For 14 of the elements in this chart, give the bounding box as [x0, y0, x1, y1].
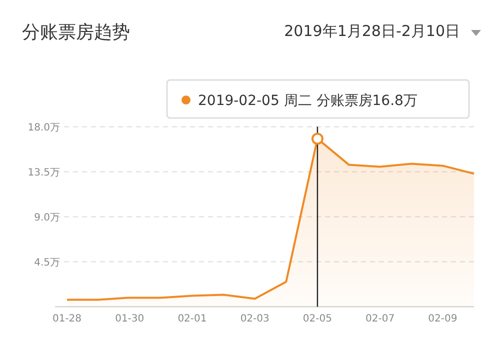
x-tick-label: 02-03	[240, 314, 270, 325]
chart-subtitle: 2019年1月28日-2月10日	[284, 22, 460, 40]
chart-title: 分账票房趋势	[22, 22, 130, 43]
x-tick-label: 01-28	[52, 314, 82, 325]
x-tick-label: 02-05	[302, 314, 332, 325]
y-tick-label: 13.5万	[28, 168, 60, 179]
y-tick-label: 18.0万	[28, 122, 60, 134]
x-tick-label: 02-07	[366, 314, 395, 325]
y-tick-label: 9.0万	[34, 212, 60, 224]
x-tick-label: 02-01	[178, 314, 207, 325]
x-tick-label: 01-30	[115, 314, 144, 325]
x-tick-label: 02-09	[428, 314, 458, 325]
annotation: 2019-02-05 周二 分账票房16.8万	[198, 93, 418, 109]
y-tick-label: 4.5万	[34, 258, 60, 269]
